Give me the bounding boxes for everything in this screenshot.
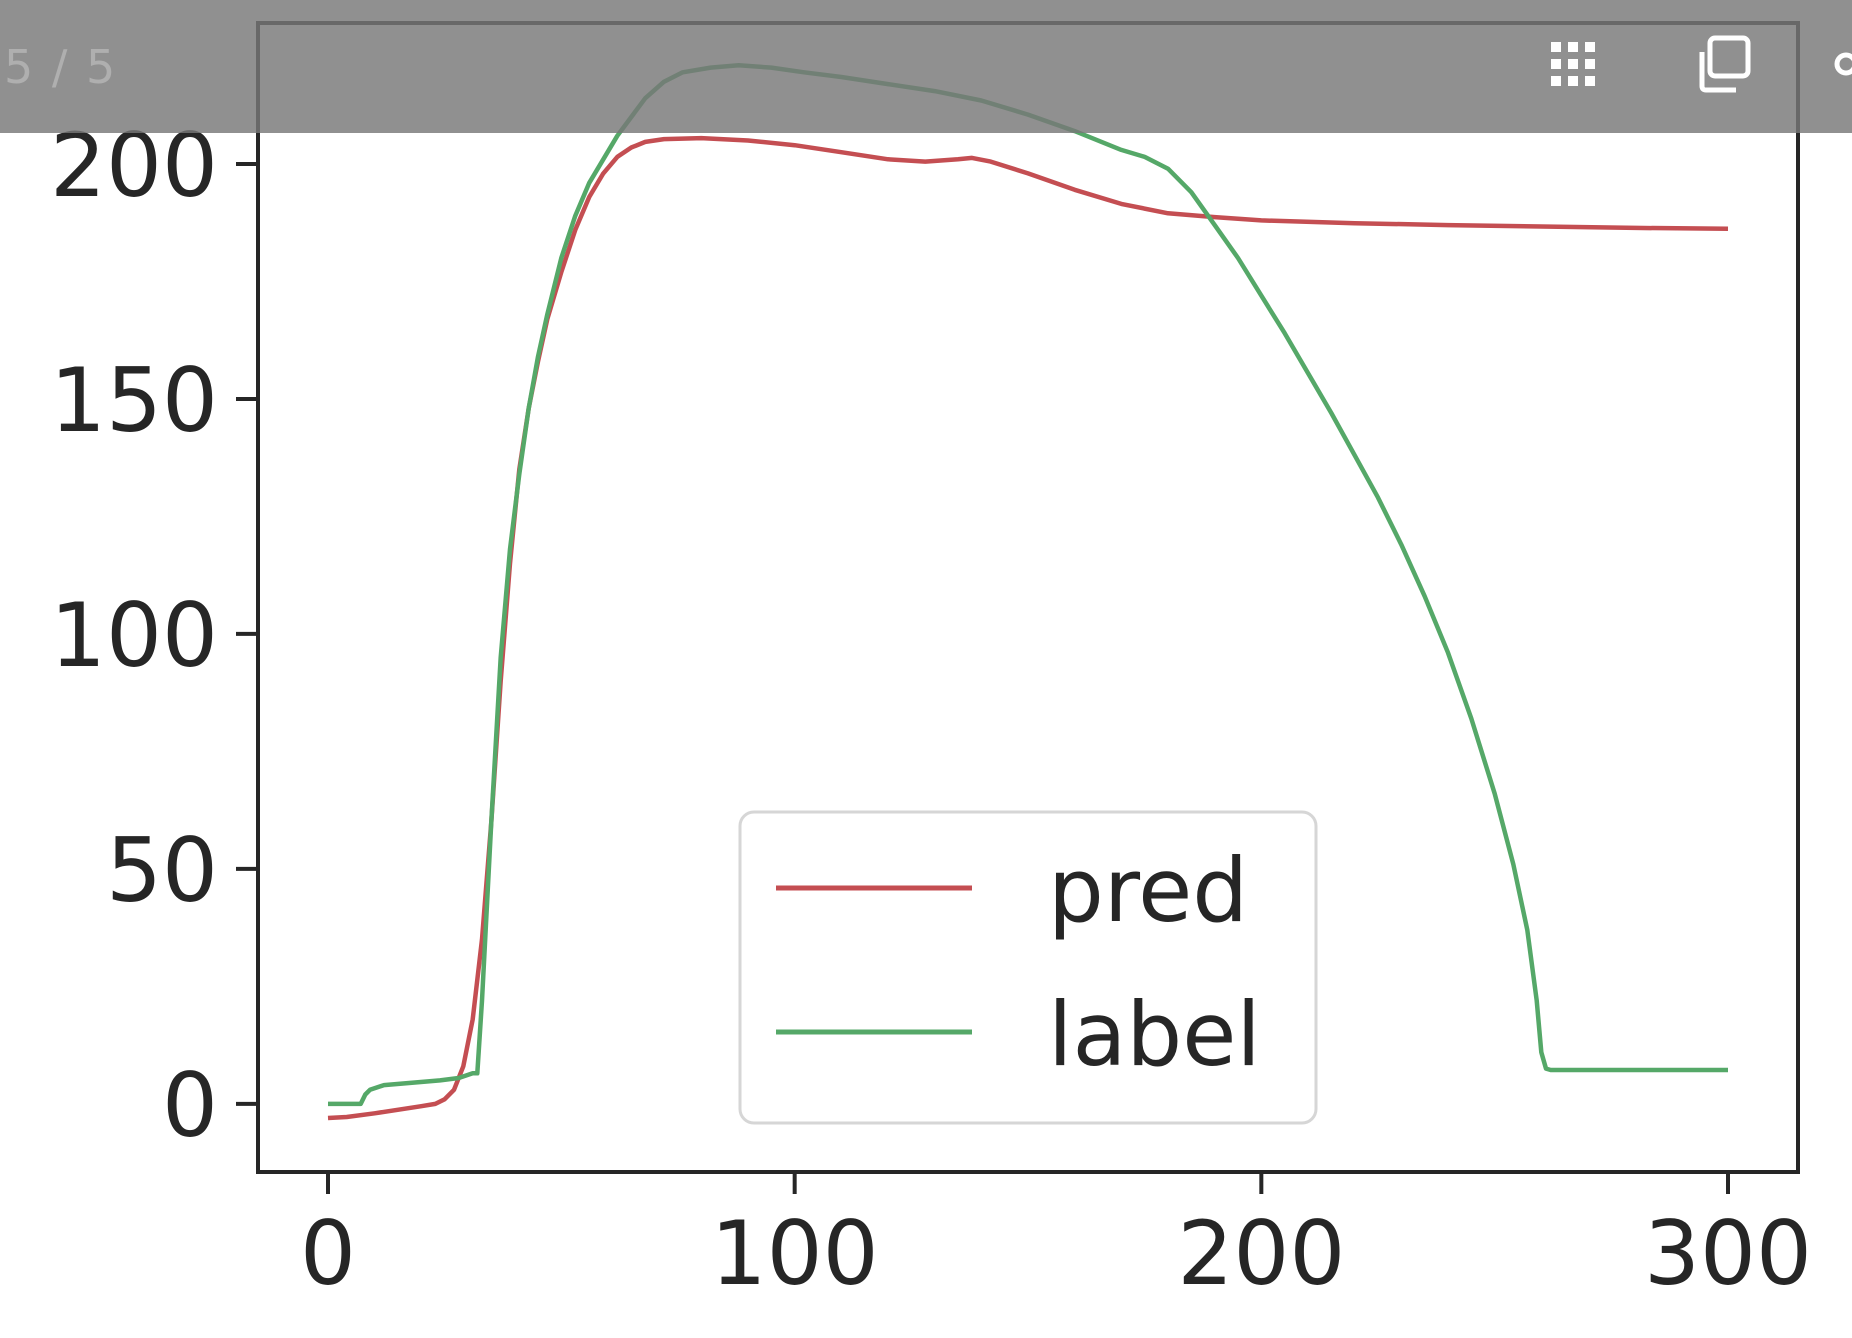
copy-button[interactable] <box>1688 28 1760 100</box>
x-axis: 0 100 200 300 <box>300 1172 1812 1305</box>
x-tick-label: 200 <box>1177 1202 1345 1305</box>
grid-view-icon <box>1551 42 1595 86</box>
more-icon <box>1834 52 1852 76</box>
series-line-pred <box>327 135 1729 1121</box>
more-button[interactable] <box>1828 28 1852 100</box>
legend: pred label <box>738 810 1318 1125</box>
grid-view-button[interactable] <box>1537 28 1609 100</box>
viewer-toolbar: 5 / 5 <box>0 0 1852 133</box>
y-tick-label: 50 <box>106 819 218 922</box>
x-tick-label: 0 <box>300 1202 356 1305</box>
copy-icon <box>1699 35 1751 93</box>
y-tick-label: 100 <box>50 584 218 687</box>
x-tick-label: 100 <box>711 1202 879 1305</box>
legend-label-pred: pred <box>1048 839 1248 942</box>
page-counter: 5 / 5 <box>4 40 118 94</box>
y-tick-label: 0 <box>162 1054 218 1157</box>
legend-label-label: label <box>1048 983 1261 1086</box>
x-tick-label: 300 <box>1644 1202 1812 1305</box>
y-tick-label: 150 <box>50 349 218 452</box>
